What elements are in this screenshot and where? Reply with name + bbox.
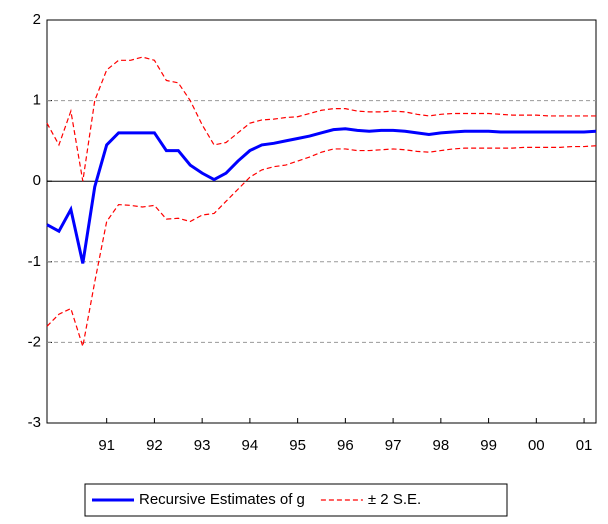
series-line [46, 56, 596, 182]
x-tick-label: 91 [98, 437, 115, 454]
x-tick-label: 99 [480, 437, 497, 454]
x-tick-label: 00 [528, 437, 545, 454]
x-tick-label: 98 [433, 437, 450, 454]
y-tick-label: -3 [28, 414, 41, 431]
legend-box [84, 483, 508, 517]
y-tick-label: 2 [33, 11, 41, 28]
y-tick-label: 0 [33, 172, 41, 189]
x-tick-label: 95 [289, 437, 306, 454]
x-tick-label: 97 [385, 437, 402, 454]
series-line [46, 127, 597, 264]
legend-label: ± 2 S.E. [368, 491, 421, 508]
x-tick-label: 92 [146, 437, 163, 454]
plot-frame [46, 19, 597, 424]
y-tick-label: 1 [33, 92, 41, 109]
x-tick-label: 01 [576, 437, 593, 454]
y-tick-label: -1 [28, 253, 41, 270]
series-line [46, 145, 597, 347]
x-tick-label: 96 [337, 437, 354, 454]
y-tick-label: -2 [28, 333, 41, 350]
legend-label: Recursive Estimates of g [139, 491, 305, 508]
x-tick-label: 93 [194, 437, 211, 454]
x-tick-label: 94 [242, 437, 259, 454]
